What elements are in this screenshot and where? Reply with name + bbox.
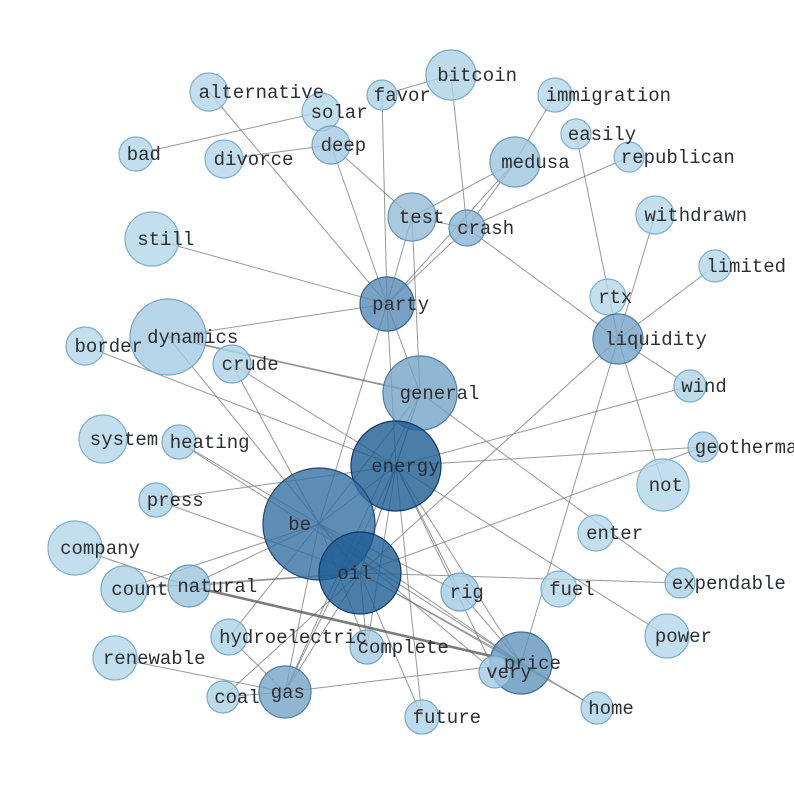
svg-text:coal: coal [214, 687, 260, 709]
svg-text:renewable: renewable [103, 648, 206, 670]
svg-text:system: system [90, 429, 158, 451]
svg-text:company: company [60, 538, 140, 560]
svg-text:energy: energy [371, 456, 439, 478]
svg-text:alternative: alternative [199, 82, 324, 104]
svg-text:not: not [649, 475, 683, 497]
svg-text:liquidity: liquidity [604, 329, 707, 351]
svg-text:fuel: fuel [549, 579, 595, 601]
svg-text:solar: solar [311, 102, 368, 124]
svg-text:gas: gas [271, 682, 305, 704]
svg-text:hydroelectric: hydroelectric [219, 627, 367, 649]
svg-text:enter: enter [586, 523, 643, 545]
svg-text:deep: deep [321, 135, 367, 157]
svg-text:very: very [486, 662, 532, 684]
svg-text:be: be [288, 514, 311, 536]
svg-text:wind: wind [681, 376, 727, 398]
svg-text:complete: complete [358, 637, 449, 659]
svg-text:easily: easily [568, 124, 636, 146]
svg-text:bad: bad [127, 144, 161, 166]
svg-text:favor: favor [374, 85, 431, 107]
svg-text:rtx: rtx [598, 287, 632, 309]
svg-text:still: still [137, 229, 194, 251]
svg-text:test: test [399, 207, 445, 229]
svg-text:press: press [147, 490, 204, 512]
svg-text:power: power [655, 626, 712, 648]
svg-text:party: party [372, 294, 429, 316]
svg-text:geothermal: geothermal [695, 437, 794, 459]
svg-text:dynamics: dynamics [147, 327, 238, 349]
svg-text:withdrawn: withdrawn [645, 205, 748, 227]
svg-text:natural: natural [177, 576, 257, 598]
svg-text:oil: oil [337, 563, 371, 585]
svg-text:count: count [111, 579, 168, 601]
svg-text:crude: crude [222, 354, 279, 376]
svg-text:bitcoin: bitcoin [437, 65, 517, 87]
svg-text:home: home [588, 698, 634, 720]
svg-text:rig: rig [450, 582, 484, 604]
svg-text:future: future [413, 707, 481, 729]
svg-text:immigration: immigration [546, 85, 671, 107]
svg-text:crash: crash [457, 218, 514, 240]
svg-text:expendable: expendable [672, 573, 786, 595]
svg-text:general: general [400, 383, 480, 405]
svg-text:limited: limited [706, 256, 786, 278]
svg-text:heating: heating [170, 432, 250, 454]
svg-text:republican: republican [621, 147, 735, 169]
svg-text:divorce: divorce [214, 149, 294, 171]
svg-text:medusa: medusa [501, 152, 569, 174]
svg-text:border: border [75, 336, 143, 358]
